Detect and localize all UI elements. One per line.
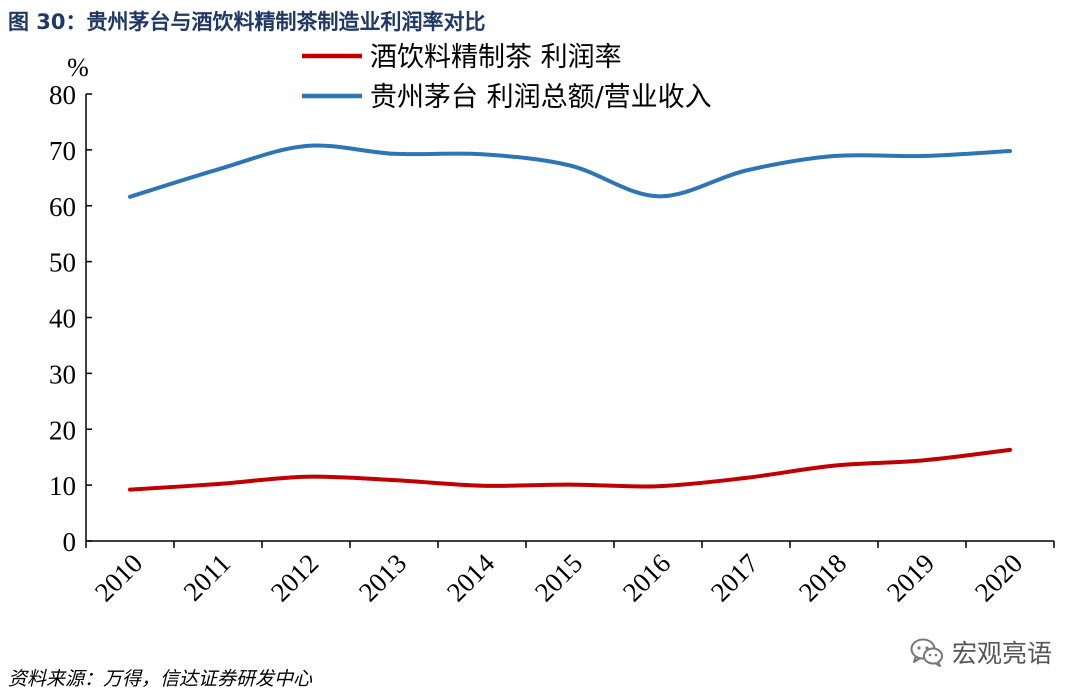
legend-label: 酒饮料精制茶 利润率 (370, 42, 622, 73)
x-tick-label: 2013 (353, 548, 412, 607)
y-tick-label: 50 (49, 248, 76, 278)
x-tick-label: 2011 (178, 548, 237, 607)
x-tick-label: 2020 (969, 548, 1028, 607)
x-tick-label: 2014 (441, 548, 501, 608)
watermark: 宏观亮语 (910, 634, 1052, 670)
x-tick-label: 2019 (881, 548, 940, 607)
series-line-1 (128, 143, 1012, 199)
source-note: 资料来源：万得，信达证券研发中心 (8, 668, 313, 690)
x-tick-label: 2010 (89, 548, 148, 607)
y-tick-label: 40 (49, 304, 76, 334)
y-axis-unit-label: % (67, 53, 89, 82)
legend-label: 贵州茅台 利润总额/营业收入 (370, 82, 712, 113)
x-tick-label: 2012 (265, 548, 324, 607)
y-tick-label: 20 (49, 415, 76, 445)
figure-title: 图 30：贵州茅台与酒饮料精制茶制造业利润率对比 (8, 10, 486, 34)
wechat-icon (910, 638, 943, 667)
axes: 0 10 20 30 40 50 60 70 80% 2010 2011 2012 2013 2014 20… (49, 53, 1055, 608)
y-tick-label: 70 (49, 136, 76, 166)
y-tick-label: 10 (49, 471, 76, 501)
x-tick-label: 2017 (705, 548, 764, 607)
y-tick-label: 80 (49, 80, 76, 110)
y-tick-label: 30 (49, 359, 76, 389)
y-tick-label: 60 (49, 192, 76, 222)
watermark-text: 宏观亮语 (951, 639, 1052, 668)
series-line-0 (128, 447, 1012, 492)
y-tick-label: 0 (63, 527, 77, 557)
series-lines (128, 143, 1012, 492)
x-tick-label: 2018 (793, 548, 852, 607)
x-tick-label: 2015 (529, 548, 588, 607)
x-tick-label: 2016 (617, 548, 676, 607)
